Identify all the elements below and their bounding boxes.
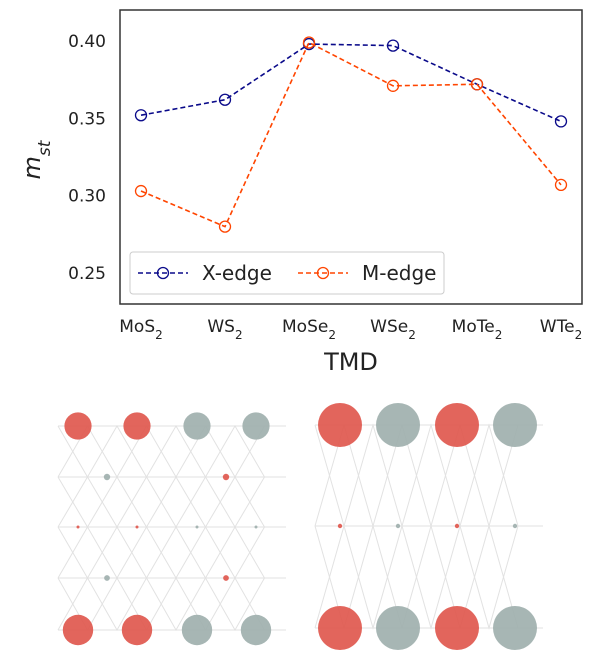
lattice-panel-left [57,412,286,646]
lattice-grid-line [57,526,265,579]
lattice-site [103,473,111,481]
lattice-site [183,412,211,440]
series-layer [134,36,568,233]
lattice-site [62,614,94,646]
lattice-site [254,525,258,529]
lattice-site [435,403,479,447]
legend-label: M-edge [362,261,436,285]
lattice-site [493,403,537,447]
lattice-site [376,403,420,447]
legend-marker [156,266,170,280]
legend-box [129,251,445,295]
x-axis-title: TMD [323,348,378,376]
x-tick-label: MoTe2 [452,317,503,342]
lattice-site [181,614,213,646]
lattice-grid-line [57,576,265,632]
lattice-site [195,525,199,529]
lattice-grid-line [57,425,265,478]
lattice-site [223,575,229,581]
x-tick-label: WTe2 [540,317,582,342]
x-tick-label: MoS2 [119,317,163,342]
legend-label: X-edge [202,261,272,285]
y-axis-ticks: 0.25 0.30 0.35 0.40 [68,32,106,284]
lattice-site [222,473,230,481]
data-point [554,115,568,128]
legend-marker [316,266,330,280]
data-point [302,36,316,49]
lattice-site [121,614,153,646]
lattice-site [493,606,537,650]
lattice-grid-line [57,476,265,528]
y-tick-label: 0.40 [68,32,106,52]
data-point [386,79,400,92]
x-tick-label: WSe2 [370,317,416,342]
series-line [140,41,562,228]
lattice-site [454,523,460,529]
lattice-grid-line [314,524,519,630]
lattice-site [337,523,343,529]
y-axis-title: mst [18,139,55,179]
series-line [140,43,562,123]
lattice-site [512,523,518,529]
lattice-site [395,523,401,529]
lattice-site [240,614,272,646]
data-point [470,78,484,91]
lattice-site [318,403,362,447]
data-point [218,93,232,106]
y-tick-label: 0.35 [68,109,106,129]
data-point [554,178,568,192]
lattice-site [435,606,479,650]
lattice-site [104,575,110,581]
lattice-site [242,412,270,440]
lattice-site [64,412,92,440]
lattice-site [76,525,80,529]
data-point [134,184,148,198]
x-axis-ticks: MoS2 WS2 MoSe2 WSe2 MoTe2 WTe2 [119,317,582,342]
y-tick-label: 0.25 [68,264,106,284]
lattice-panel-right [314,403,543,650]
data-point [218,220,232,233]
legend: X-edge M-edge [129,251,445,295]
plot-area-frame [119,9,583,305]
x-tick-label: WS2 [207,317,242,342]
lattice-site [318,606,362,650]
line-chart: 0.25 0.30 0.35 0.40 MoS2 WS2 MoSe2 WSe2 MoTe2 WT… [18,9,583,376]
lattice-site [123,412,151,440]
data-point [134,109,148,122]
x-tick-label: MoSe2 [282,317,336,342]
lattice-site [376,606,420,650]
y-tick-label: 0.30 [68,187,106,207]
lattice-site [135,525,139,529]
data-point [386,39,400,52]
